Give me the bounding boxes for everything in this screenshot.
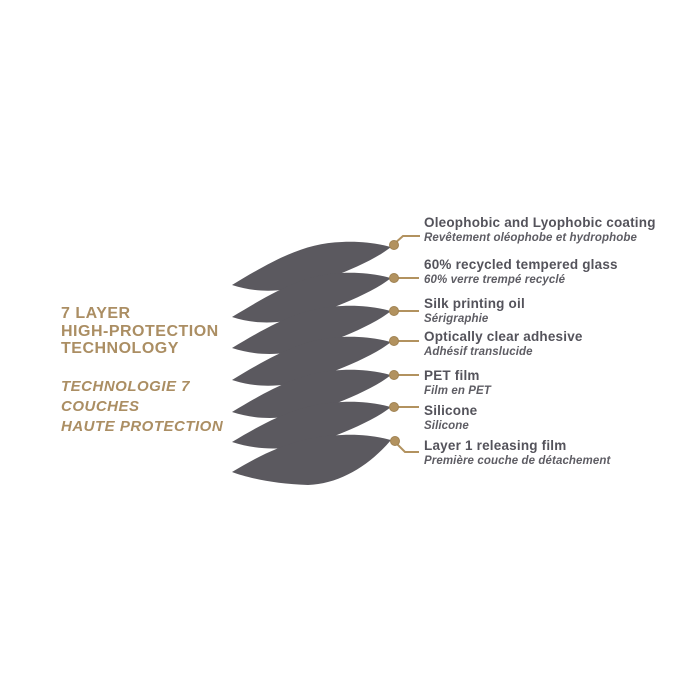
leader-dot-7 — [390, 436, 400, 446]
layer-sheet-6 — [232, 401, 391, 449]
main-subtitle: TECHNOLOGIE 7 COUCHES HAUTE PROTECTION — [61, 377, 223, 437]
layer-label-title: Silk printing oil — [424, 296, 525, 311]
layer-label-subtitle: Première couche de détachement — [424, 455, 611, 467]
layer-label-subtitle: Adhésif translucide — [424, 346, 533, 358]
leader-line-7 — [394, 441, 419, 453]
layer-sheet-3 — [232, 305, 391, 354]
layer-label-2: 60% recycled tempered glass 60% verre tr… — [424, 257, 684, 287]
leader-dot-1 — [389, 240, 399, 250]
leader-dot-6 — [389, 402, 399, 412]
main-title-line: HIGH-PROTECTION — [61, 322, 219, 340]
leader-lines — [389, 235, 420, 453]
layer-label-title: Layer 1 releasing film — [424, 438, 567, 453]
leader-dot-2 — [389, 273, 399, 283]
main-subtitle-line: TECHNOLOGIE 7 — [61, 377, 191, 395]
layer-label-subtitle: Sérigraphie — [424, 313, 489, 325]
layer-label-4: Optically clear adhesive Adhésif translu… — [424, 329, 684, 359]
layer-sheet-5 — [232, 369, 391, 418]
layer-label-title: 60% recycled tempered glass — [424, 257, 618, 272]
main-title: 7 LAYER HIGH-PROTECTION TECHNOLOGY TECHN… — [61, 305, 223, 437]
layer-sheet-2 — [232, 272, 391, 323]
layer-stack — [232, 241, 391, 485]
layer-label-1: Oleophobic and Lyophobic coating Revêtem… — [424, 215, 684, 245]
layer-label-6: Silicone Silicone — [424, 403, 684, 433]
layer-label-subtitle: Revêtement oléophobe et hydrophobe — [424, 232, 637, 244]
layer-label-title: PET film — [424, 368, 480, 383]
main-subtitle-line: COUCHES — [61, 397, 140, 415]
main-title-line: TECHNOLOGY — [61, 340, 179, 357]
layer-label-title: Oleophobic and Lyophobic coating — [424, 215, 656, 230]
leader-dot-5 — [389, 370, 399, 380]
layer-label-7: Layer 1 releasing film Première couche d… — [424, 438, 684, 468]
layer-label-5: PET film Film en PET — [424, 368, 684, 398]
layer-label-subtitle: 60% verre trempé recyclé — [424, 274, 566, 286]
layer-sheet-1 — [232, 241, 391, 291]
layer-sheet-7 — [232, 434, 391, 485]
leader-dot-4 — [389, 336, 399, 346]
layer-label-subtitle: Film en PET — [424, 385, 491, 397]
main-title-line: 7 LAYER — [61, 305, 131, 322]
layer-label-title: Optically clear adhesive — [424, 329, 583, 344]
main-subtitle-line: HAUTE PROTECTION — [61, 417, 224, 435]
layer-label-subtitle: Silicone — [424, 420, 469, 432]
leader-dot-3 — [389, 306, 399, 316]
layer-label-3: Silk printing oil Sérigraphie — [424, 296, 684, 326]
layer-sheet-4 — [232, 336, 391, 386]
layer-label-title: Silicone — [424, 403, 478, 418]
